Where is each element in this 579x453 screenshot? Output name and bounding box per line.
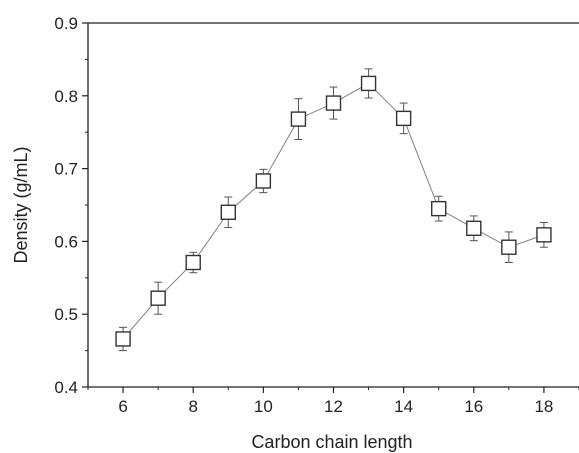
y-axis-label: Density (g/mL) <box>11 146 31 263</box>
data-point-marker <box>255 173 272 189</box>
data-point-marker <box>290 111 307 127</box>
data-point-marker <box>431 200 447 217</box>
x-tick-label: 18 <box>534 397 553 416</box>
x-tick-label: 12 <box>324 397 343 416</box>
y-tick-label: 0.6 <box>54 232 78 251</box>
tick-marks <box>82 22 579 393</box>
y-tick-label: 0.8 <box>54 87 78 106</box>
data-point-marker <box>395 110 412 127</box>
data-point-marker <box>360 75 377 92</box>
data-point-marker <box>536 227 552 243</box>
y-tick-label: 0.5 <box>54 305 78 324</box>
x-axis-label: Carbon chain length <box>251 432 412 452</box>
data-series <box>115 68 552 352</box>
y-tick-label: 0.9 <box>54 14 78 33</box>
y-tick-label: 0.4 <box>54 378 78 397</box>
x-tick-label: 16 <box>464 397 483 416</box>
x-tick-label: 6 <box>118 397 127 416</box>
data-point-marker <box>501 239 517 255</box>
data-point-marker <box>466 220 482 236</box>
data-point-marker <box>325 95 342 111</box>
series-line <box>122 82 545 340</box>
x-tick-label: 10 <box>254 397 273 416</box>
y-tick-label: 0.7 <box>54 160 78 179</box>
data-point-marker <box>115 331 131 347</box>
x-tick-label: 14 <box>394 397 413 416</box>
tick-labels: 0.4 0.5 0.6 0.7 0.8 0.9 6 8 10 12 14 16 18 <box>54 14 553 416</box>
x-tick-label: 8 <box>188 397 197 416</box>
data-point-marker <box>150 290 166 306</box>
data-point-marker <box>220 204 236 220</box>
data-point-marker <box>185 254 201 271</box>
axes <box>87 22 579 388</box>
